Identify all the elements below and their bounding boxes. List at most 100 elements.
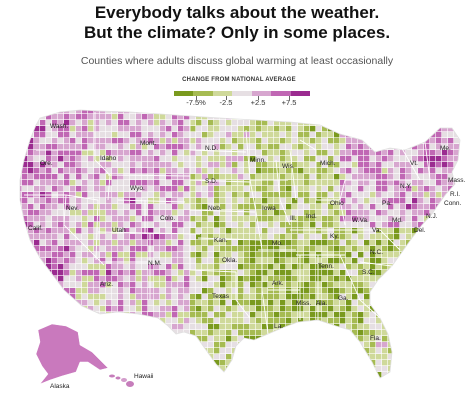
county-cell [358,110,364,114]
county-cell [346,312,352,318]
county-cell [250,210,256,216]
county-cell [166,342,172,348]
county-cell [220,276,226,282]
county-cell [370,204,376,210]
county-cell [226,294,232,300]
county-cell [334,336,340,342]
county-cell [20,210,22,216]
county-cell [20,138,22,144]
county-cell [58,144,64,150]
county-cell [334,342,340,348]
county-cell [172,324,178,330]
county-cell [418,180,424,186]
county-cell [154,150,160,156]
county-cell [82,180,88,186]
county-cell [346,210,352,216]
county-cell [346,294,352,300]
county-cell [160,324,166,330]
county-cell [154,210,160,216]
county-cell [424,276,430,282]
county-cell [394,114,400,120]
county-cell [340,378,345,383]
county-cell [418,252,424,258]
county-cell [232,366,238,372]
county-cell [274,120,280,126]
county-cell [352,252,358,258]
county-cell [22,318,28,324]
county-cell [136,342,142,348]
county-cell [124,264,130,270]
county-cell [274,264,280,270]
county-cell [232,150,238,156]
county-cell [160,204,166,210]
county-cell [328,168,334,174]
county-cell [406,318,412,324]
county-cell [112,192,118,198]
county-cell [328,282,334,288]
county-cell [88,228,94,234]
county-cell [256,300,262,306]
county-cell [436,282,442,288]
county-cell [436,138,442,144]
county-cell [196,180,202,186]
county-cell [388,186,394,192]
county-cell [208,222,214,228]
county-cell [178,270,184,276]
county-cell [40,240,46,246]
county-cell [352,120,358,126]
county-cell [448,342,454,348]
county-cell [136,300,142,306]
county-cell [238,234,244,240]
county-cell [190,354,196,360]
county-cell [424,270,430,276]
county-cell [412,354,418,360]
county-cell [220,288,226,294]
county-cell [112,132,118,138]
county-cell [160,336,166,342]
county-cell [112,246,118,252]
county-cell [394,300,400,306]
county-cell [442,174,448,180]
county-cell [142,162,148,168]
county-cell [64,110,70,114]
county-cell [430,174,436,180]
county-cell [130,186,136,192]
county-cell [82,174,88,180]
county-cell [100,258,106,264]
county-cell [358,366,364,372]
county-cell [220,252,226,258]
county-cell [406,210,412,216]
county-cell [166,354,172,360]
county-cell [46,318,52,324]
county-cell [256,114,262,120]
county-cell [322,240,328,246]
county-cell [70,294,76,300]
county-cell [304,378,309,383]
county-cell [22,234,28,240]
county-cell [364,252,370,258]
county-cell [346,372,352,378]
county-cell [232,258,238,264]
county-cell [130,222,136,228]
county-cell [460,120,465,125]
county-cell [154,234,160,240]
county-cell [346,282,352,288]
state-label: Iowa [262,205,276,212]
county-cell [346,258,352,264]
county-cell [256,318,262,324]
alaska-inset [35,323,109,385]
county-cell [106,126,112,132]
county-cell [316,360,322,366]
county-cell [166,330,172,336]
county-cell [460,276,465,281]
county-cell [370,258,376,264]
county-cell [334,162,340,168]
county-cell [64,144,70,150]
county-cell [376,234,382,240]
county-cell [304,156,310,162]
county-cell [244,330,250,336]
county-cell [214,174,220,180]
county-cell [412,204,418,210]
county-cell [124,372,130,378]
county-cell [52,306,58,312]
